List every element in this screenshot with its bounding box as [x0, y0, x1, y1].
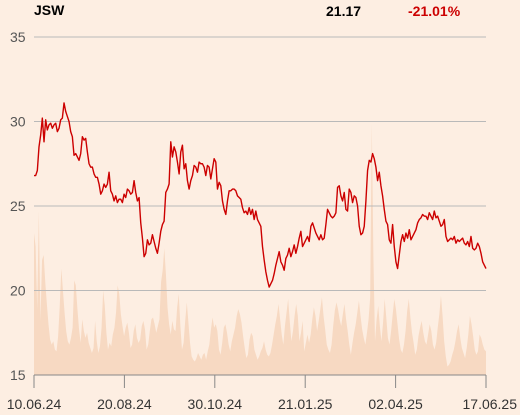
x-tick-label: 10.06.24 — [7, 396, 62, 412]
header: JSW 21.17 -21.01% — [0, 0, 520, 22]
volume-area — [34, 123, 486, 375]
x-axis: 10.06.24 20.08.24 30.10.24 21.01.25 02.04.25… — [7, 374, 518, 412]
y-tick-label: 30 — [10, 114, 26, 130]
y-tick-label: 35 — [10, 29, 26, 45]
x-tick-label: 20.08.24 — [97, 396, 152, 412]
price-change: -21.01% — [408, 3, 461, 19]
y-tick-label: 15 — [10, 367, 26, 383]
y-axis: 15 20 25 30 35 — [10, 29, 26, 383]
grid-layer — [34, 36, 486, 291]
y-tick-label: 25 — [10, 198, 26, 214]
x-tick-label: 17.06.25 — [463, 396, 518, 412]
x-tick-label: 21.01.25 — [278, 396, 333, 412]
last-price: 21.17 — [326, 3, 362, 19]
price-line-layer — [34, 102, 487, 288]
ticker-symbol: JSW — [34, 2, 65, 18]
volume-area-layer — [34, 123, 486, 375]
price-line — [34, 102, 487, 288]
y-tick-label: 20 — [10, 283, 26, 299]
x-tick-label: 02.04.25 — [368, 396, 423, 412]
x-tick-label: 30.10.24 — [188, 396, 243, 412]
